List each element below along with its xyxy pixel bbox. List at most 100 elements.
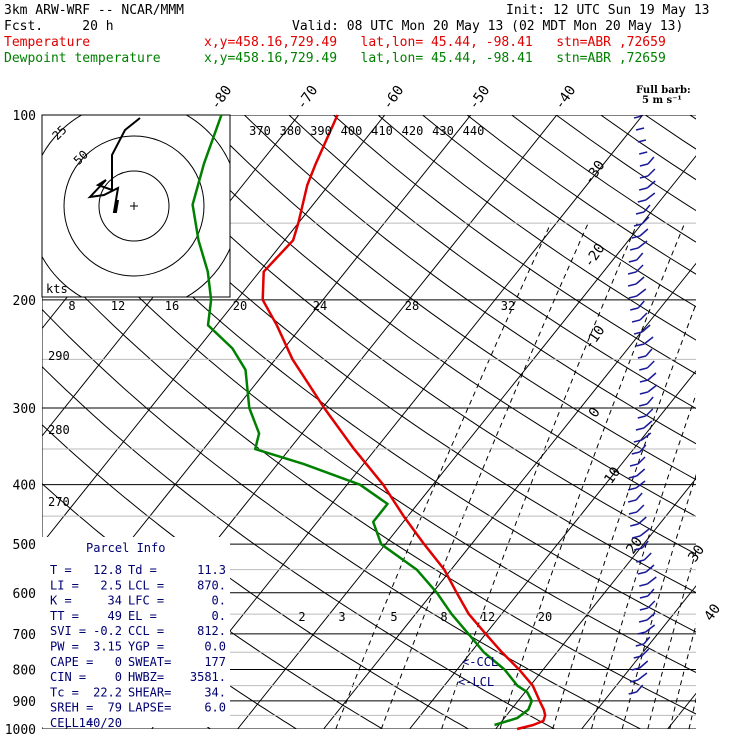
parcel-param-label: SWEAT= <box>128 655 171 669</box>
mixing-ratio-label: 12 <box>111 299 125 313</box>
mixing-ratio-label: 8 <box>440 610 447 624</box>
parcel-param-value: 3.15 <box>93 640 122 654</box>
wind-barb <box>627 487 637 491</box>
wind-barb <box>635 427 645 431</box>
wind-barb <box>636 684 644 693</box>
mixing-ratio-label: 32 <box>501 299 515 313</box>
legend-temperature-info: x,y=458.16,729.49 lat,lon= 45.44, -98.41… <box>204 35 666 50</box>
dry-adiabat <box>466 115 696 275</box>
wind-barb <box>630 523 639 527</box>
parcel-info-panel: Parcel Info T = 12.8 Td = 11.3 LI = 2.5 LCL = 8… <box>42 537 230 730</box>
parcel-param-value: 870. <box>197 578 226 592</box>
mixing-ratio-label: 24 <box>313 299 327 313</box>
wind-barb <box>639 595 649 599</box>
wind-barb <box>637 516 647 525</box>
wind-barb <box>646 180 656 189</box>
parcel-param-value: 6.0 <box>204 701 226 715</box>
wind-barb <box>628 259 637 263</box>
wind-barb <box>635 480 646 489</box>
wind-barb <box>628 691 637 695</box>
pressure-tick-label: 1000 <box>5 723 36 738</box>
dry-adiabat <box>600 115 696 181</box>
wind-barb <box>646 360 655 369</box>
mixing-ratio-label: 20 <box>538 610 552 624</box>
pressure-tick-label: 600 <box>13 587 36 602</box>
parcel-param-label: YGP = <box>128 640 164 654</box>
dry-adiabat <box>288 115 696 410</box>
isotherm <box>323 262 696 729</box>
mixing-ratio-label: 5 <box>390 610 397 624</box>
wind-barb <box>637 571 647 575</box>
dry-adiabat <box>689 115 696 120</box>
wind-barb <box>643 636 651 645</box>
wind-barb <box>635 643 645 647</box>
isotherm <box>151 115 644 729</box>
mixing-ratio-label: 3 <box>338 610 345 624</box>
mixing-ratio-line <box>669 622 696 729</box>
parcel-param-label: CELL = <box>50 716 93 730</box>
wind-barb <box>645 408 654 417</box>
pressure-tick-label: 800 <box>13 663 36 678</box>
wind-barb <box>635 343 645 347</box>
isotherm-label: -20 <box>581 241 609 271</box>
theta-e-label: 420 <box>402 124 424 138</box>
wind-barb <box>635 211 645 215</box>
pressure-tick-label: 200 <box>13 294 36 309</box>
legend-dewpoint-label: Dewpoint temperature <box>4 51 161 66</box>
wind-barb <box>643 204 651 213</box>
parcel-param-label: SHEAR= <box>128 685 171 699</box>
isotherm-label: -50 <box>466 83 494 113</box>
wind-barb <box>627 271 637 275</box>
isotherm-label: 0 <box>586 405 604 421</box>
wind-barb <box>637 355 647 359</box>
wind-barb <box>635 127 645 131</box>
wind-barbs <box>627 115 658 695</box>
parcel-param-label: Tc = <box>50 685 79 699</box>
wind-barb <box>628 475 637 479</box>
mixing-ratio-line <box>441 222 638 729</box>
isotherm-label: 40 <box>701 601 724 624</box>
wind-barb <box>639 583 648 587</box>
wind-barb <box>641 432 652 441</box>
wind-barb <box>645 348 653 357</box>
wind-barb <box>647 372 657 381</box>
parcel-param-value: 0. <box>212 609 226 623</box>
parcel-param-label: LFC = <box>128 594 164 608</box>
wind-barb <box>633 439 643 443</box>
parcel-param-value: 0 <box>115 655 122 669</box>
isotherm <box>667 692 696 729</box>
wind-barb <box>647 588 655 597</box>
wind-barb <box>646 612 656 621</box>
parcel-param-value: -0.2 <box>93 624 122 638</box>
parcel-param-label: K = <box>50 594 72 608</box>
wind-barb <box>629 463 639 467</box>
theta-e-label: 440 <box>463 124 485 138</box>
wind-barb <box>637 672 648 681</box>
wind-barb <box>639 163 649 167</box>
wind-barb <box>631 535 641 539</box>
mixing-ratio-line <box>552 302 696 729</box>
hodograph: 25 50 kts <box>41 114 231 298</box>
mixing-ratio-label: 20 <box>233 299 247 313</box>
mixing-ratio-label: 28 <box>405 299 419 313</box>
isotherm <box>495 477 696 729</box>
parcel-param-value: 22.2 <box>93 685 122 699</box>
mixing-ratio-label: 8 <box>68 299 75 313</box>
wind-barb <box>647 168 656 177</box>
theta-e-label: 390 <box>310 124 332 138</box>
isotherm-label: 30 <box>685 542 708 565</box>
wind-barb <box>641 216 650 225</box>
isotherm <box>42 115 386 545</box>
parcel-param-label: CIN = <box>50 670 86 684</box>
wind-barb <box>637 415 646 419</box>
parcel-param-label: LAPSE= <box>128 701 171 715</box>
model-title: 3km ARW-WRF -- NCAR/MMM <box>4 3 185 18</box>
wind-barb <box>639 379 649 383</box>
theta-e-label: 410 <box>371 124 393 138</box>
parcel-param-value: 34 <box>108 594 122 608</box>
wind-barb <box>643 552 652 561</box>
parcel-param-value: 812. <box>197 624 226 638</box>
isotherm <box>409 370 696 729</box>
dewpoint-profile <box>191 114 534 727</box>
wind-barb <box>647 156 655 165</box>
